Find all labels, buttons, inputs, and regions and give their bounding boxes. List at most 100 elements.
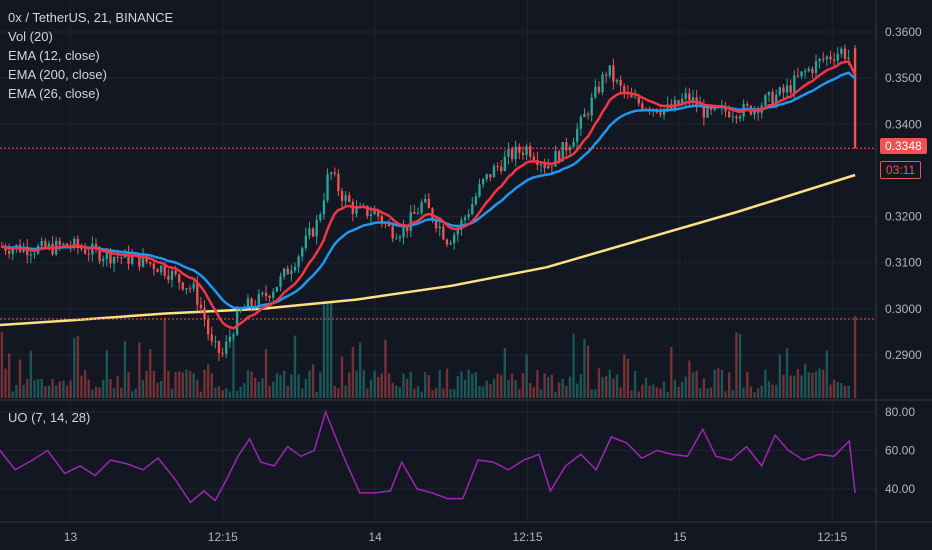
volume-bar	[159, 380, 163, 398]
candle-body	[449, 242, 452, 245]
candle-body	[340, 191, 344, 201]
volume-bar	[348, 372, 351, 398]
candle-body	[80, 247, 83, 250]
candle-body	[746, 103, 749, 106]
candle-body	[557, 151, 561, 162]
candle-body	[156, 269, 159, 273]
volume-bar	[80, 375, 83, 398]
candle-body	[782, 87, 785, 93]
volume-bar	[221, 390, 224, 398]
volume-bar	[829, 384, 832, 398]
ema-12-path	[1, 59, 857, 330]
candles	[0, 44, 857, 361]
candle-body	[337, 173, 340, 192]
volume-bar	[210, 373, 213, 398]
ema-12-line	[1, 59, 857, 330]
volume-bar	[293, 335, 297, 398]
candle-body	[525, 146, 528, 155]
volume-bar	[557, 382, 561, 398]
volume-bar	[297, 374, 300, 398]
candle-body	[105, 251, 109, 259]
candle-body	[539, 164, 543, 166]
uo-legend[interactable]: UO (7, 14, 28)	[8, 410, 91, 425]
volume-bar	[597, 368, 601, 398]
volume-bar	[69, 380, 72, 398]
candle-body	[26, 246, 29, 256]
legend-ema-200[interactable]: EMA (200, close)	[8, 67, 107, 82]
candle-body	[391, 226, 394, 239]
volume-bar	[724, 391, 727, 398]
candle-body	[40, 241, 43, 246]
candle-body	[793, 75, 796, 93]
volume-bar	[337, 388, 340, 398]
volume-bar	[489, 384, 492, 398]
volume-bar	[402, 373, 405, 398]
volume-bar	[586, 345, 590, 398]
volume-bar	[268, 386, 271, 398]
volume-bar	[286, 385, 289, 398]
volume-bar	[427, 375, 431, 398]
volume-bar	[691, 372, 695, 398]
candle-body	[489, 174, 492, 178]
volume-bar	[612, 378, 615, 398]
candle-body	[738, 116, 742, 119]
volume-bar	[463, 379, 467, 398]
candle-body	[775, 94, 778, 105]
candle-body	[463, 217, 467, 221]
volume-bar	[550, 374, 554, 398]
volume-bar	[225, 388, 228, 398]
candle-body	[623, 85, 626, 92]
candle-body	[445, 239, 449, 245]
volume-bar	[796, 369, 800, 398]
candle-body	[65, 243, 69, 247]
uo-tick-label: 80.00	[885, 405, 915, 419]
candle-body	[228, 336, 232, 342]
volume-bar	[228, 391, 232, 398]
volume-bar	[746, 371, 749, 398]
time-tick-label: 14	[368, 530, 382, 544]
candle-body	[807, 68, 810, 72]
candle-body	[601, 74, 604, 92]
volume-bar	[467, 369, 470, 398]
candle-body	[348, 195, 351, 202]
volume-bar	[456, 376, 459, 398]
candle-body	[633, 97, 637, 99]
volume-bar	[453, 389, 456, 398]
volume-bar	[825, 350, 829, 398]
candle-body	[843, 48, 847, 59]
volume-bar	[565, 386, 568, 398]
volume-bar	[178, 371, 181, 398]
legend-vol[interactable]: Vol (20)	[8, 29, 53, 44]
volume-bar	[601, 377, 604, 398]
candle-body	[547, 165, 550, 169]
volume-bar	[803, 363, 807, 398]
volume-bar	[58, 381, 61, 398]
volume-bar	[391, 382, 394, 398]
volume-bar	[7, 353, 11, 398]
volume-bar	[648, 385, 651, 398]
candle-body	[543, 164, 546, 169]
candle-body	[677, 100, 680, 105]
volume-bar	[630, 390, 633, 398]
candle-body	[83, 249, 87, 254]
volume-bar	[4, 368, 7, 398]
candle-body	[402, 227, 405, 238]
volume-bar	[478, 386, 481, 398]
candle-body	[434, 220, 438, 229]
volume-bar	[395, 385, 398, 398]
volume-bar	[232, 335, 235, 398]
candle-body	[159, 265, 163, 273]
volume-bar	[568, 376, 572, 398]
time-tick-label: 12:15	[817, 530, 847, 544]
volume-bar	[185, 369, 188, 398]
volume-bar	[471, 373, 474, 398]
volume-bar	[18, 359, 22, 398]
volume-bar	[76, 336, 80, 398]
candle-body	[102, 258, 105, 262]
candle-body	[225, 341, 228, 354]
volume-bar	[608, 369, 611, 398]
volume-bar	[377, 376, 380, 398]
legend-ema-12[interactable]: EMA (12, close)	[8, 48, 100, 63]
legend-ema-26[interactable]: EMA (26, close)	[8, 86, 100, 101]
